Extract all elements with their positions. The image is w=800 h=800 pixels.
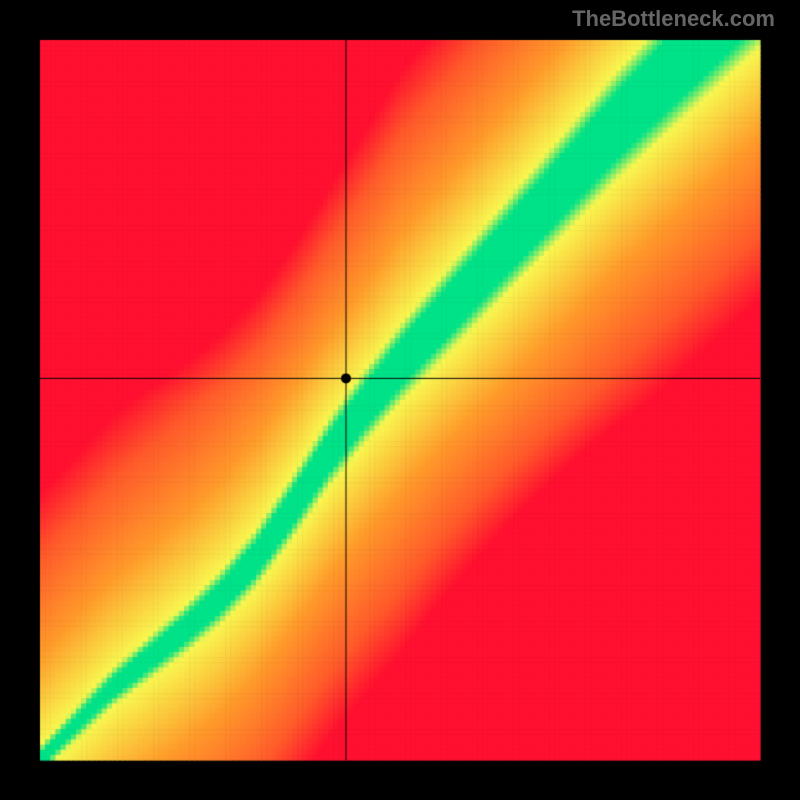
bottleneck-heatmap [0,0,800,800]
chart-container: { "watermark": "TheBottleneck.com", "cha… [0,0,800,800]
watermark-text: TheBottleneck.com [572,6,775,32]
